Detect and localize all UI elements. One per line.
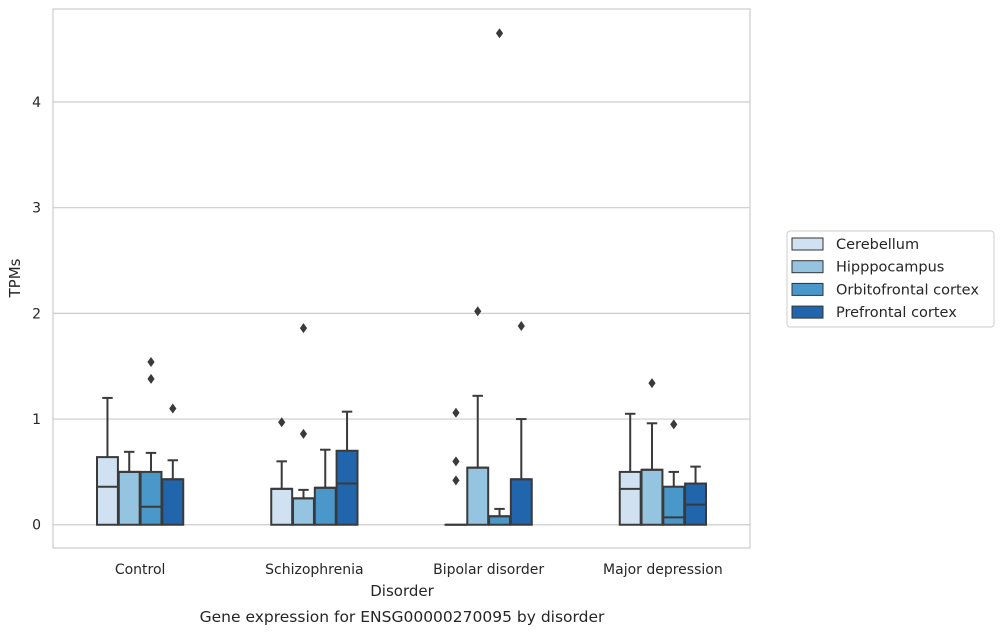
legend-label: Cerebellum [836, 237, 919, 253]
chart-caption: Gene expression for ENSG00000270095 by d… [200, 608, 605, 626]
y-tick-label: 2 [32, 306, 41, 322]
legend-label: Orbitofrontal cortex [836, 282, 979, 298]
x-tick-label: Control [115, 562, 166, 578]
x-axis-label: Disorder [370, 582, 434, 600]
box-body [335, 449, 359, 526]
box-body [117, 470, 141, 526]
legend-swatch [791, 260, 824, 274]
x-tick-label: Schizophrenia [265, 562, 363, 578]
outlier-point [452, 475, 460, 486]
outlier-point [517, 321, 525, 332]
x-tick-label: Major depression [603, 562, 723, 578]
x-tick-labels: Control Schizophrenia Bipolar disorder Majo… [115, 562, 723, 578]
box-body [466, 466, 490, 526]
box-prefrontal-cortex [509, 418, 533, 526]
box-cerebellum [618, 412, 642, 526]
box-body [509, 478, 533, 526]
box-body [292, 497, 315, 526]
box-body [139, 470, 163, 526]
outlier-point [147, 356, 155, 367]
box-body [488, 515, 511, 526]
box-body [161, 478, 185, 526]
outlier-point [299, 323, 308, 334]
plot-area [52, 8, 751, 549]
y-tick-labels: 0 1 2 3 4 [32, 95, 41, 534]
box-body [270, 487, 294, 526]
y-tick-label: 4 [32, 95, 41, 111]
y-tick-label: 3 [32, 201, 41, 217]
box-body [618, 470, 642, 526]
outlier-point [670, 419, 678, 430]
outlier-point [495, 28, 504, 39]
legend-swatch [791, 282, 824, 296]
outlier-point [452, 407, 460, 418]
box-body [640, 468, 664, 526]
box-hipppocampus [640, 422, 664, 526]
box-prefrontal-cortex [684, 465, 708, 526]
box-hipppocampus [466, 394, 490, 526]
legend-frame [786, 230, 995, 328]
legend-label: Prefrontal cortex [836, 305, 957, 321]
x-tick-label: Bipolar disorder [433, 562, 544, 578]
box-cerebellum [95, 396, 119, 526]
box-body [313, 486, 337, 526]
outlier-point [278, 417, 286, 428]
outlier-point [648, 378, 656, 389]
outlier-point [169, 403, 177, 414]
box-hipppocampus [292, 488, 315, 526]
box-prefrontal-cortex [161, 459, 185, 526]
box-hipppocampus [117, 450, 141, 526]
box-body [95, 456, 119, 526]
legend: Cerebellum Hipppocampus Orbitofrontal cort… [786, 230, 995, 328]
outlier-point [452, 456, 460, 467]
y-tick-label: 0 [32, 518, 41, 534]
outlier-point [299, 428, 308, 439]
y-tick-label: 1 [32, 412, 41, 428]
outlier-point [147, 373, 155, 384]
legend-label: Hipppocampus [836, 260, 944, 276]
box-prefrontal-cortex [335, 410, 359, 526]
box-body [662, 485, 686, 526]
legend-swatch [791, 305, 824, 319]
box-series [95, 394, 708, 526]
y-axis-label: TPMs [6, 258, 24, 298]
box-orbitofrontal-cortex [662, 470, 686, 526]
outlier-points [147, 28, 678, 486]
box-cerebellum [270, 460, 294, 526]
legend-swatch [791, 237, 824, 251]
outlier-point [474, 306, 482, 317]
